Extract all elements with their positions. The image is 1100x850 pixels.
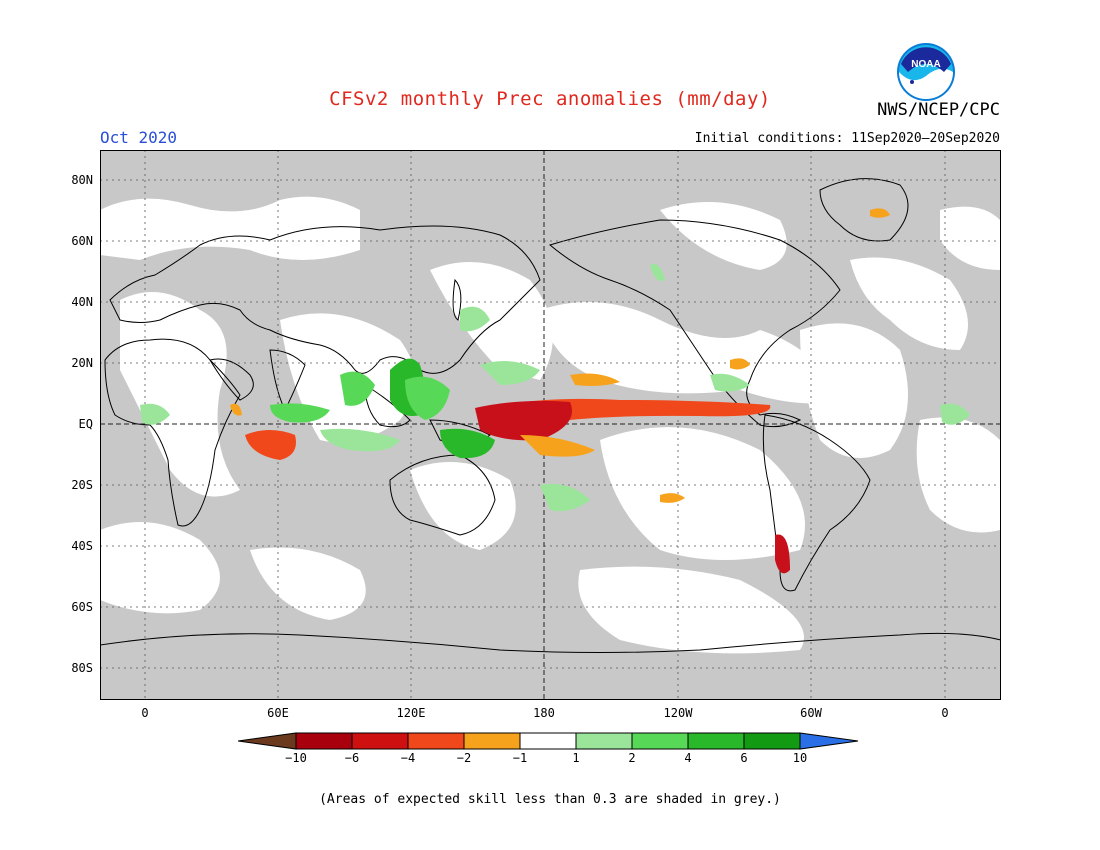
chart-title: CFSv2 monthly Prec anomalies (mm/day) xyxy=(329,88,771,110)
agency-label: NWS/NCEP/CPC xyxy=(877,100,1000,120)
skillful-regions xyxy=(100,196,1000,654)
map-frame xyxy=(100,150,1001,700)
lat-label-80S: 80S xyxy=(71,661,93,675)
wet-anomalies xyxy=(140,264,970,512)
lat-lon-grid xyxy=(100,150,1001,700)
lon-label-0: 0 xyxy=(141,706,149,720)
lat-label-20N: 20N xyxy=(71,356,93,370)
lon-label-60E: 60E xyxy=(267,706,289,720)
colorbar-cell-5 xyxy=(519,732,577,750)
precipitation-anomaly-map xyxy=(100,150,1001,700)
colorbar-cell-0 xyxy=(238,732,297,750)
lat-label-20S: 20S xyxy=(71,478,93,492)
colorbar-cell-7 xyxy=(631,732,689,750)
lat-label-40N: 40N xyxy=(71,295,93,309)
colorbar-tick-label: 10 xyxy=(792,751,808,765)
noaa-logo: NOAA xyxy=(896,42,956,106)
colorbar-cell-4 xyxy=(463,732,521,750)
colorbar-tick-label: −2 xyxy=(456,751,472,765)
lat-label-eq: EQ xyxy=(78,417,93,431)
lon-label-180: 180 xyxy=(533,706,555,720)
colorbar-cell-3 xyxy=(407,732,465,750)
colorbar-tick-label: −4 xyxy=(400,751,416,765)
lon-label-120W: 120W xyxy=(663,706,693,720)
colorbar-cell-9 xyxy=(743,732,801,750)
colorbar xyxy=(238,732,859,750)
colorbar-tick-label: 2 xyxy=(628,751,636,765)
lat-label-80N: 80N xyxy=(71,173,93,187)
colorbar-tick-label: −1 xyxy=(512,751,528,765)
lon-label-60W: 60W xyxy=(800,706,822,720)
lat-label-60N: 60N xyxy=(71,234,93,248)
colorbar-cell-6 xyxy=(575,732,633,750)
colorbar-tick-label: 1 xyxy=(572,751,580,765)
lon-label-0-east: 0 xyxy=(941,706,949,720)
initial-conditions: Initial conditions: 11Sep2020–20Sep2020 xyxy=(694,131,1000,146)
footnote: (Areas of expected skill less than 0.3 a… xyxy=(319,792,781,807)
lat-label-40S: 40S xyxy=(71,539,93,553)
dry-anomalies xyxy=(230,208,890,574)
logo-wordmark: NOAA xyxy=(911,59,940,70)
colorbar-tick-label: 6 xyxy=(740,751,748,765)
forecast-month: Oct 2020 xyxy=(100,128,178,147)
colorbar-cell-1 xyxy=(295,732,353,750)
colorbar-tick-label: 4 xyxy=(684,751,692,765)
colorbar-tick-label: −10 xyxy=(285,751,307,765)
colorbar-tick-label: −6 xyxy=(344,751,360,765)
lon-label-120E: 120E xyxy=(396,706,426,720)
lat-label-60S: 60S xyxy=(71,600,93,614)
colorbar-cell-2 xyxy=(351,732,409,750)
colorbar-cell-10 xyxy=(799,732,859,750)
colorbar-cell-8 xyxy=(687,732,745,750)
